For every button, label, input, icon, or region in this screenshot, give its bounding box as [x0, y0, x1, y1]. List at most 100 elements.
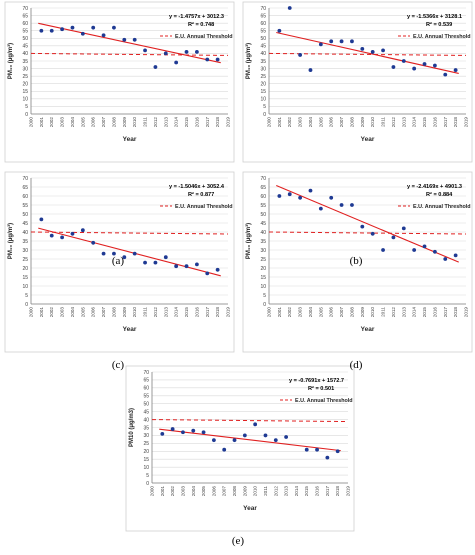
y-tick-label-d-1: 5	[263, 293, 266, 299]
x-tick-label-d-19: 2019	[464, 307, 469, 318]
data-point-c-16	[205, 271, 210, 276]
x-tick-label-e-18: 2018	[335, 486, 340, 497]
y-tick-label-c-2: 10	[22, 284, 28, 290]
data-point-c-14	[184, 264, 189, 269]
r-squared-c: R² = 0.877	[188, 191, 214, 198]
y-tick-label-d-13: 65	[260, 185, 266, 191]
y-tick-label-a-8: 40	[22, 51, 28, 57]
y-tick-label-d-14: 70	[260, 176, 266, 182]
x-tick-label-e-5: 2005	[201, 486, 206, 497]
data-point-d-9	[370, 231, 375, 236]
x-tick-label-d-10: 2010	[370, 307, 375, 318]
x-tick-label-a-18: 2018	[215, 117, 220, 128]
data-point-a-2	[60, 27, 65, 32]
data-point-b-13	[412, 66, 417, 71]
x-tick-label-a-11: 2011	[143, 117, 148, 127]
y-tick-label-c-1: 5	[25, 293, 28, 299]
data-point-b-16	[443, 72, 448, 77]
y-tick-label-c-3: 15	[22, 275, 28, 281]
data-point-b-6	[339, 39, 344, 44]
y-tick-label-a-0: 0	[25, 112, 28, 118]
data-point-d-5	[329, 195, 334, 200]
legend-label-c: E.U. Annual Threshold	[175, 204, 233, 210]
x-tick-label-a-4: 2004	[70, 117, 75, 128]
y-tick-label-d-10: 50	[260, 212, 266, 218]
x-tick-label-e-10: 2010	[253, 486, 258, 497]
x-tick-label-b-11: 2011	[381, 117, 386, 127]
y-tick-label-c-5: 25	[22, 257, 28, 263]
y-tick-label-b-6: 30	[260, 66, 266, 72]
data-point-e-15	[325, 455, 330, 460]
y-tick-label-e-12: 60	[143, 386, 149, 392]
x-tick-label-a-13: 2013	[163, 117, 168, 128]
y-tick-label-a-5: 25	[22, 74, 28, 80]
y-tick-label-c-6: 30	[22, 248, 28, 254]
x-tick-label-d-5: 2005	[318, 307, 323, 318]
x-axis-title-b: Year	[361, 136, 375, 143]
x-tick-label-d-0: 2000	[267, 307, 272, 318]
y-tick-label-c-13: 65	[22, 185, 28, 191]
x-tick-label-c-16: 2016	[194, 307, 199, 318]
trend-line-b	[276, 31, 459, 74]
x-tick-label-c-18: 2018	[215, 307, 220, 318]
x-tick-label-b-15: 2015	[422, 117, 427, 128]
data-point-b-14	[422, 62, 427, 66]
legend-label-b: E.U. Annual Threshold	[413, 34, 471, 40]
y-tick-label-c-12: 60	[22, 194, 28, 200]
legend-label-d: E.U. Annual Threshold	[413, 204, 471, 210]
data-point-d-0	[277, 194, 282, 198]
x-tick-label-e-15: 2015	[304, 486, 309, 497]
y-tick-label-d-9: 45	[260, 221, 266, 227]
y-tick-label-e-10: 50	[143, 402, 149, 408]
panel-frame-a	[4, 1, 235, 163]
y-tick-label-b-10: 50	[260, 36, 266, 42]
y-tick-label-a-11: 55	[22, 29, 28, 35]
x-tick-label-c-11: 2011	[143, 307, 148, 317]
panel-frame-b	[242, 1, 473, 163]
y-tick-label-e-0: 0	[146, 481, 149, 487]
x-tick-label-b-13: 2013	[401, 117, 406, 128]
data-point-d-14	[422, 244, 427, 249]
data-point-e-11	[273, 438, 278, 443]
chart-panel-c: 0 5 10 15 20 25 30 35 40 45 50 55 60 65 70 2000 2001 2002…	[4, 171, 235, 353]
y-tick-label-e-3: 15	[143, 457, 149, 463]
data-point-c-6	[101, 251, 106, 256]
y-axis-title-c: PM₁₀ (μg/m³)	[7, 223, 14, 259]
y-tick-label-d-6: 30	[260, 248, 266, 254]
y-tick-label-b-14: 70	[260, 6, 266, 12]
x-tick-label-b-16: 2016	[432, 117, 437, 128]
x-tick-label-b-6: 2006	[329, 117, 334, 128]
y-tick-label-c-7: 35	[22, 239, 28, 245]
data-point-a-16	[205, 57, 210, 62]
data-point-b-17	[453, 68, 458, 72]
y-axis-title-a: PM₁₀ (μg/m³)	[7, 43, 14, 79]
data-point-d-7	[350, 203, 354, 207]
x-tick-label-c-0: 2000	[29, 307, 34, 318]
x-tick-label-b-4: 2004	[308, 117, 313, 128]
data-point-c-13	[174, 264, 179, 269]
y-tick-label-a-1: 5	[25, 104, 28, 110]
data-point-a-10	[143, 48, 147, 53]
x-axis-title-d: Year	[361, 326, 375, 333]
x-tick-label-a-16: 2016	[194, 117, 199, 128]
x-tick-label-e-4: 2004	[191, 486, 196, 497]
y-tick-label-b-2: 10	[260, 97, 266, 103]
y-tick-label-d-7: 35	[260, 239, 266, 245]
x-tick-label-b-1: 2001	[277, 117, 282, 128]
y-tick-label-c-4: 20	[22, 266, 28, 272]
data-point-c-1	[49, 233, 54, 238]
x-tick-label-d-4: 2004	[308, 307, 313, 318]
y-tick-label-d-0: 0	[263, 302, 266, 308]
threshold-line-c	[30, 231, 229, 235]
x-tick-label-b-10: 2010	[370, 117, 375, 128]
y-tick-label-a-7: 35	[22, 59, 28, 65]
trend-line-e	[159, 428, 341, 452]
r-squared-d: R² = 0.884	[426, 191, 453, 198]
y-tick-label-b-7: 35	[260, 59, 266, 65]
x-tick-label-a-6: 2006	[91, 117, 96, 128]
data-point-d-1	[287, 192, 292, 197]
x-tick-label-d-9: 2009	[360, 307, 365, 318]
